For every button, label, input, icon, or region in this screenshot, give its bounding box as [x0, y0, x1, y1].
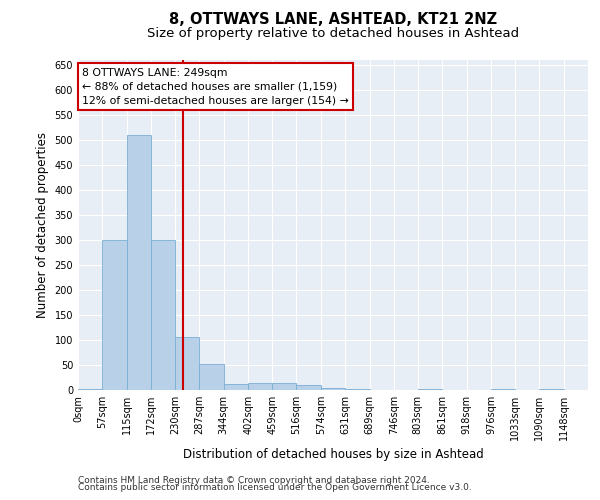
Bar	[296, 385, 321, 390]
Text: Size of property relative to detached houses in Ashtead: Size of property relative to detached ho…	[147, 28, 519, 40]
Bar	[272, 383, 296, 390]
Bar	[127, 135, 151, 390]
Bar	[418, 388, 442, 390]
Bar	[321, 388, 345, 390]
Bar	[78, 388, 102, 390]
Text: 8, OTTWAYS LANE, ASHTEAD, KT21 2NZ: 8, OTTWAYS LANE, ASHTEAD, KT21 2NZ	[169, 12, 497, 28]
X-axis label: Distribution of detached houses by size in Ashtead: Distribution of detached houses by size …	[182, 448, 484, 462]
Bar	[539, 388, 564, 390]
Text: Contains public sector information licensed under the Open Government Licence v3: Contains public sector information licen…	[78, 484, 472, 492]
Bar	[491, 388, 515, 390]
Bar	[151, 240, 175, 390]
Bar	[248, 383, 272, 390]
Bar	[102, 240, 127, 390]
Text: Contains HM Land Registry data © Crown copyright and database right 2024.: Contains HM Land Registry data © Crown c…	[78, 476, 430, 485]
Bar	[345, 388, 370, 390]
Bar	[199, 364, 224, 390]
Y-axis label: Number of detached properties: Number of detached properties	[36, 132, 49, 318]
Bar	[224, 384, 248, 390]
Bar	[175, 336, 199, 390]
Text: 8 OTTWAYS LANE: 249sqm
← 88% of detached houses are smaller (1,159)
12% of semi-: 8 OTTWAYS LANE: 249sqm ← 88% of detached…	[82, 68, 349, 106]
